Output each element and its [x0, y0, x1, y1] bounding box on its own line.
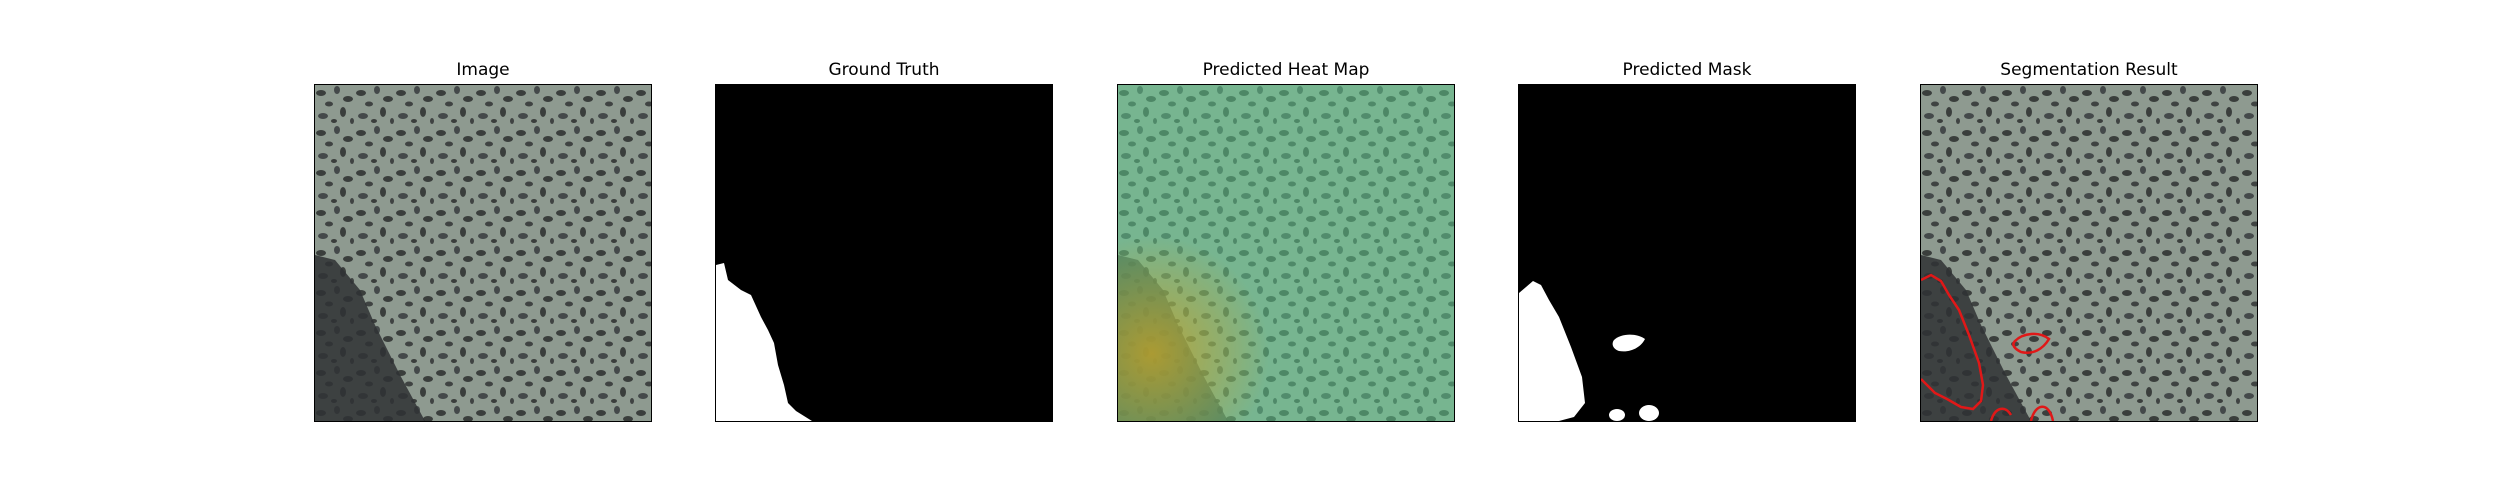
ground-truth-frame	[715, 84, 1053, 422]
panel-ground-truth: Ground Truth	[715, 59, 1053, 422]
predicted-mask-region-island	[1612, 334, 1645, 352]
predicted-mask-blob-1	[1609, 409, 1625, 421]
panel-title-image: Image	[456, 60, 510, 80]
texture-image	[315, 85, 651, 421]
panel-title-heat-map: Predicted Heat Map	[1202, 60, 1370, 80]
heat-map-frame	[1117, 84, 1455, 422]
panel-image: Image	[314, 59, 652, 422]
panel-heat-map: Predicted Heat Map	[1117, 59, 1455, 422]
segmentation-frame	[1920, 84, 2258, 422]
panel-title-predicted-mask: Predicted Mask	[1622, 60, 1752, 80]
predicted-mask-region-main	[1519, 281, 1585, 421]
panel-segmentation-result: Segmentation Result	[1920, 59, 2258, 422]
ground-truth-region	[716, 263, 812, 421]
heat-map-hotspot	[1118, 85, 1454, 421]
predicted-mask-blob-2	[1639, 405, 1659, 421]
segmentation-contour-main	[1921, 273, 1985, 411]
ground-truth-mask	[716, 85, 1052, 421]
image-frame	[314, 84, 652, 422]
segmentation-image	[1921, 85, 2257, 421]
panel-predicted-mask: Predicted Mask	[1518, 59, 1856, 422]
segmentation-contour-bottom	[1989, 405, 2055, 421]
predicted-mask-image	[1519, 85, 1855, 421]
heat-map-image	[1118, 85, 1454, 421]
panel-title-ground-truth: Ground Truth	[828, 60, 940, 80]
predicted-mask-frame	[1518, 84, 1856, 422]
dark-defect-region	[315, 255, 425, 421]
segmentation-contour-island	[2012, 332, 2051, 354]
panel-title-segmentation-result: Segmentation Result	[2000, 60, 2178, 80]
